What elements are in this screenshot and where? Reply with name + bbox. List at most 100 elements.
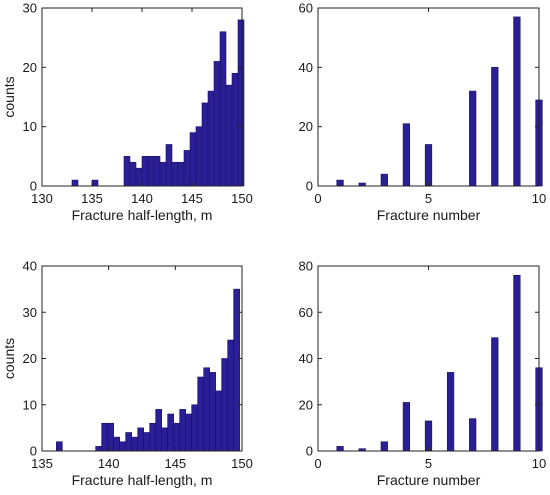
- x-tick-label: 135: [81, 191, 103, 206]
- bar: [101, 422, 108, 452]
- x-tick-label: 145: [181, 191, 203, 206]
- x-tick-label: 5: [425, 191, 432, 206]
- bar: [446, 372, 455, 452]
- bar: [189, 132, 197, 187]
- bar: [147, 156, 155, 187]
- x-tick-label: 5: [425, 456, 432, 471]
- bar: [225, 84, 233, 187]
- bar: [513, 16, 521, 187]
- bar: [380, 173, 388, 187]
- bar: [113, 436, 120, 452]
- bar: [141, 156, 149, 187]
- x-tick-label: 150: [231, 456, 253, 471]
- y-tick-label: 0: [30, 444, 37, 459]
- bar: [185, 413, 192, 452]
- chart-panel-3: 135 140 145 150 0 10 20 30 40 Fracture half-lengt…: [1, 259, 253, 489]
- bar: [195, 126, 203, 187]
- bar: [219, 31, 227, 187]
- y-tick-label: 40: [23, 259, 37, 274]
- bar: [215, 390, 222, 452]
- bar: [424, 420, 433, 452]
- bar: [491, 67, 499, 187]
- y-tick-label: 30: [23, 305, 37, 320]
- bar: [233, 288, 240, 452]
- y-axis-title: counts: [1, 76, 17, 117]
- bar: [161, 427, 168, 452]
- bar: [155, 409, 162, 452]
- bar: [213, 61, 221, 187]
- y-tick-label: 20: [23, 351, 37, 366]
- bar: [159, 161, 167, 187]
- x-tick-label: 150: [231, 191, 253, 206]
- x-axis-title: Fracture half-length, m: [72, 207, 213, 223]
- y-tick-label: 20: [299, 119, 313, 134]
- bar: [227, 339, 234, 452]
- bar: [95, 446, 102, 452]
- bar: [402, 123, 411, 187]
- y-tick-label: 40: [299, 60, 313, 75]
- x-tick-label: 130: [31, 191, 53, 206]
- bar: [173, 422, 180, 452]
- x-tick-label: 0: [314, 456, 321, 471]
- bar: [203, 367, 210, 452]
- chart-panel-2: 0 5 10 0 20 40 60 Fracture number: [299, 1, 547, 224]
- y-tick-label: 30: [23, 1, 37, 16]
- bar: [171, 161, 179, 187]
- bar: [207, 90, 215, 187]
- x-axis-title: Fracture half-length, m: [72, 472, 213, 488]
- x-tick-label: 0: [314, 191, 321, 206]
- chart-panel-1: 130 135 140 145 150 0 10 20 30 Fracture half-leng…: [1, 1, 253, 224]
- x-tick-label: 135: [31, 456, 53, 471]
- bar: [201, 102, 209, 187]
- bar: [513, 274, 521, 452]
- bar: [91, 179, 99, 187]
- bar: [119, 441, 126, 452]
- y-tick-label: 60: [299, 1, 313, 16]
- bar: [491, 337, 499, 452]
- y-tick-label: 0: [306, 444, 313, 459]
- bar: [209, 372, 216, 452]
- x-tick-label: 10: [532, 191, 546, 206]
- y-tick-label: 20: [23, 60, 37, 75]
- bar: [469, 90, 477, 187]
- bar: [336, 179, 344, 187]
- x-axis-title: Fracture number: [377, 472, 481, 488]
- y-axis-title: counts: [1, 338, 17, 379]
- x-axis-title: Fracture number: [377, 207, 481, 223]
- bar: [123, 156, 131, 187]
- bar: [231, 72, 239, 187]
- y-tick-label: 20: [299, 397, 313, 412]
- bar: [177, 161, 185, 187]
- y-tick-label: 0: [306, 179, 313, 194]
- bar: [221, 358, 228, 452]
- bar: [129, 161, 137, 187]
- bar: [336, 446, 344, 452]
- bar: [469, 418, 477, 452]
- y-tick-label: 40: [299, 351, 313, 366]
- bar: [165, 144, 173, 187]
- bar: [143, 432, 150, 452]
- bar: [183, 150, 191, 187]
- bar: [125, 432, 132, 452]
- bar: [137, 427, 144, 452]
- x-tick-label: 10: [532, 456, 546, 471]
- y-tick-label: 80: [299, 259, 313, 274]
- bar: [167, 413, 174, 452]
- bar: [424, 144, 433, 187]
- bar: [237, 19, 245, 187]
- bar: [71, 179, 79, 187]
- chart-panel-4: 0 5 10 0 20 40 60 80 Fracture number: [299, 259, 547, 489]
- y-tick-label: 10: [23, 119, 37, 134]
- bar: [149, 422, 156, 452]
- x-tick-label: 140: [98, 456, 120, 471]
- bar: [56, 441, 63, 452]
- bar: [153, 156, 161, 187]
- bar: [191, 404, 198, 452]
- bar: [197, 376, 204, 452]
- bar: [107, 422, 114, 452]
- bar: [135, 167, 143, 187]
- bar: [380, 441, 388, 452]
- bar: [402, 402, 411, 452]
- y-tick-label: 60: [299, 305, 313, 320]
